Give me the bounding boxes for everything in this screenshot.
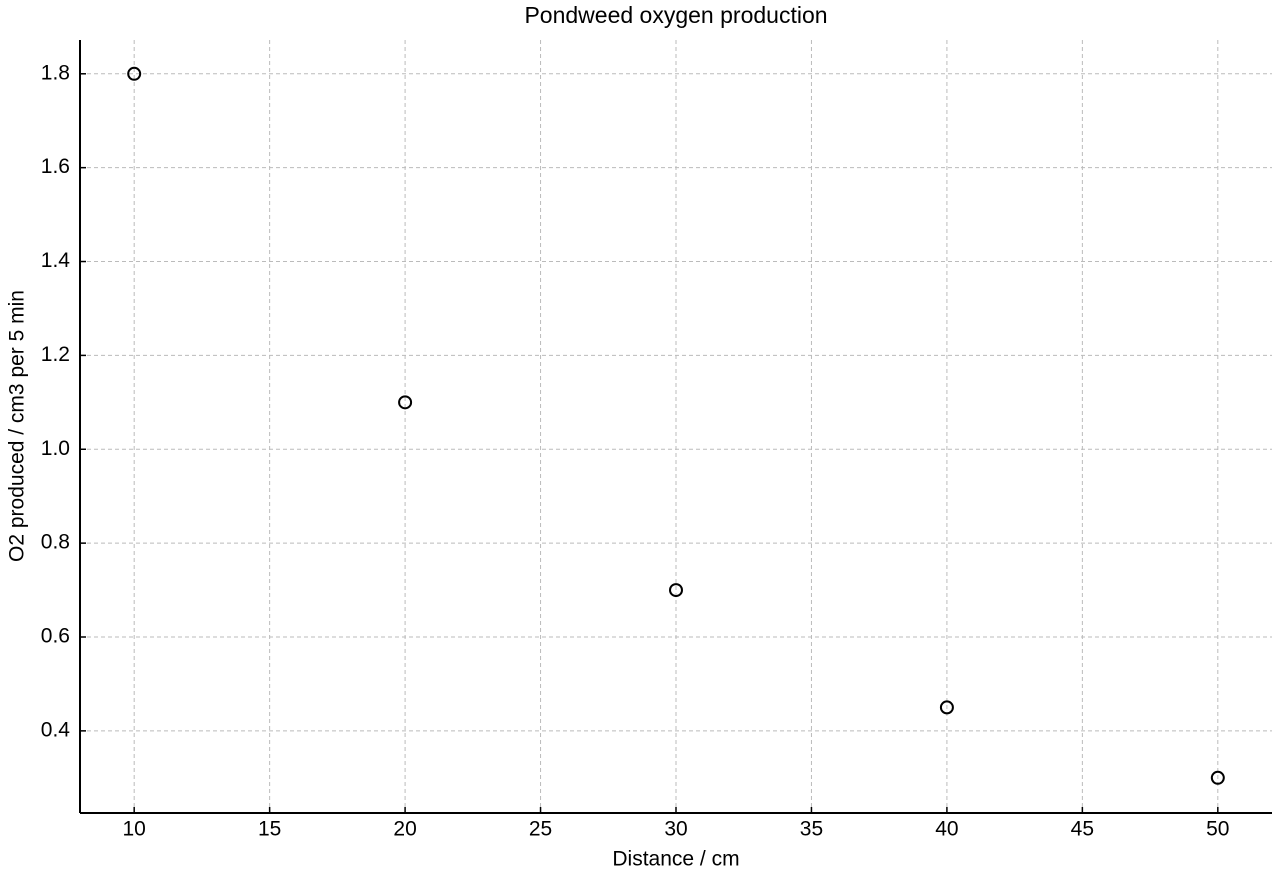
x-tick-label: 10 <box>123 818 146 841</box>
x-tick-label: 30 <box>664 818 687 841</box>
point <box>669 583 683 598</box>
point <box>1210 770 1225 785</box>
x-axis-label: Distance / cm <box>612 848 739 871</box>
y-tick-label: 1.4 <box>41 249 71 272</box>
point <box>398 395 413 410</box>
point <box>939 700 954 715</box>
y-tick-label: 1.6 <box>41 155 70 178</box>
chart-title: Pondweed oxygen production <box>524 2 827 28</box>
y-tick-label: 0.4 <box>41 718 71 741</box>
x-tick-label: 40 <box>935 818 958 841</box>
y-axis-label: O2 produced / cm3 per 5 min <box>6 290 29 562</box>
x-tick-label: 25 <box>529 818 552 841</box>
x-tick-label: 20 <box>393 818 416 841</box>
x-tick-label: 50 <box>1206 818 1229 841</box>
y-tick-label: 1.8 <box>41 61 70 84</box>
y-tick-label: 1.2 <box>41 343 70 366</box>
y-tick-label: 0.6 <box>41 625 70 648</box>
x-tick-label: 45 <box>1071 818 1094 841</box>
y-tick-label: 1.0 <box>41 437 70 460</box>
x-tick-label: 15 <box>258 818 281 841</box>
point <box>127 66 142 81</box>
y-tick-label: 0.8 <box>41 531 70 554</box>
x-tick-label: 35 <box>800 818 823 841</box>
